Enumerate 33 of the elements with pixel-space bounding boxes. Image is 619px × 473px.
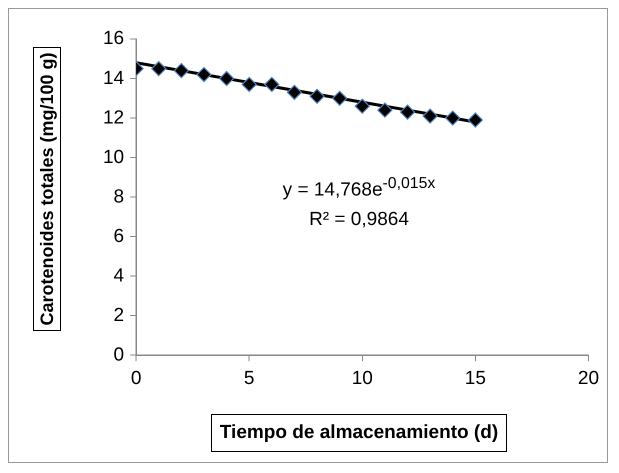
y-tick-label: 10 xyxy=(102,146,124,168)
point xyxy=(286,84,302,100)
point xyxy=(445,110,460,126)
point xyxy=(332,90,348,106)
point xyxy=(196,66,212,82)
point xyxy=(264,76,280,92)
point xyxy=(309,88,325,104)
y-tick-label: 8 xyxy=(114,186,124,208)
x-tick-label: 5 xyxy=(244,368,254,389)
y-tick-label: 4 xyxy=(114,265,125,286)
point xyxy=(400,104,416,120)
x-axis-title: Tiempo de almacenamiento (d) xyxy=(210,414,508,452)
x-tick-label: 20 xyxy=(578,368,600,389)
point xyxy=(242,76,257,92)
x-tick-label: 0 xyxy=(130,368,142,389)
y-tick-label: 2 xyxy=(114,304,124,326)
point xyxy=(468,112,483,128)
point xyxy=(377,102,392,118)
y-tick-label: 12 xyxy=(102,107,124,128)
point xyxy=(174,63,189,78)
point xyxy=(218,70,234,86)
annotation: y = 14,768e$^{-0,015x}$ xyxy=(282,174,436,202)
point xyxy=(354,98,370,114)
x-tick-label: 10 xyxy=(352,368,373,389)
point xyxy=(151,61,166,76)
y-tick-label: 16 xyxy=(102,28,124,50)
point xyxy=(422,108,438,124)
y-tick-label: 6 xyxy=(114,226,124,247)
x-tick-label: 15 xyxy=(464,368,486,389)
annotation: R² = 0,9864 xyxy=(308,208,410,232)
y-tick-label: 14 xyxy=(102,68,125,89)
y-tick-label: 0 xyxy=(114,344,124,366)
y-axis-title: Carotenoides totales (mg/100 g) xyxy=(33,47,61,331)
